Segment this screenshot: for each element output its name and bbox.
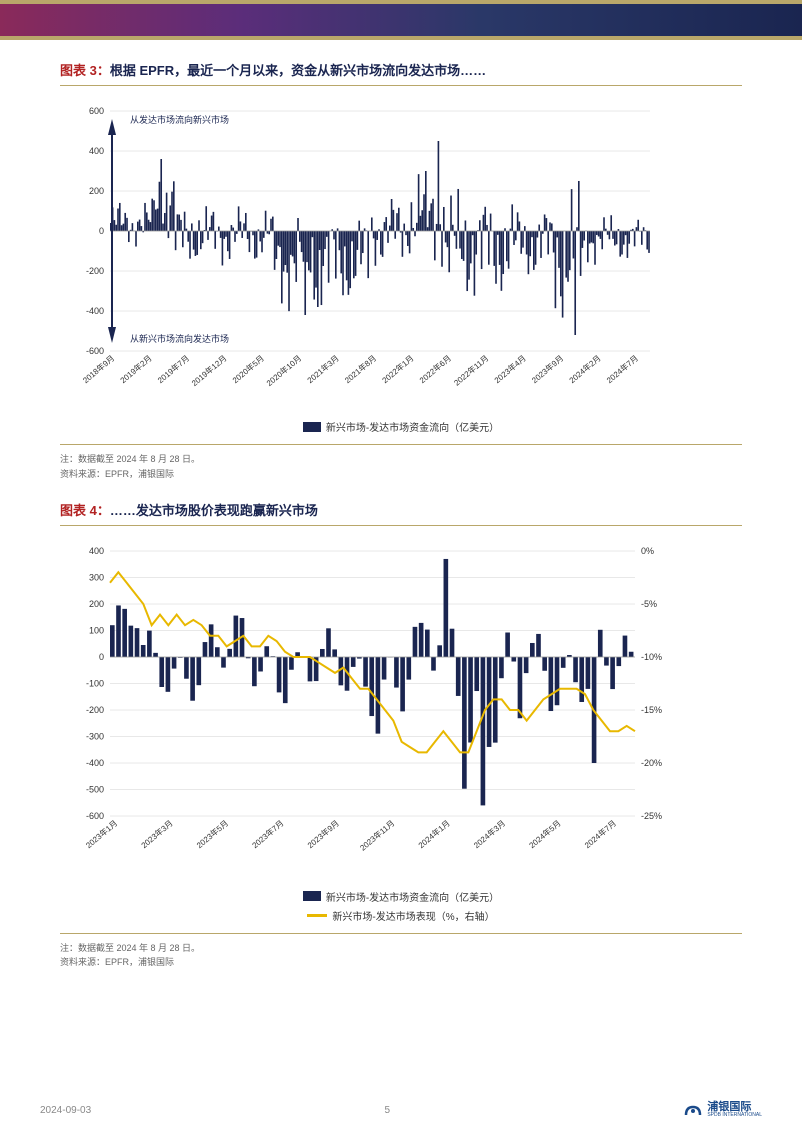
svg-text:从发达市场流向新兴市场: 从发达市场流向新兴市场 bbox=[130, 114, 229, 125]
svg-text:2024年1月: 2024年1月 bbox=[416, 817, 452, 849]
chart4-legend-bar-label: 新兴市场-发达市场资金流向（亿美元） bbox=[326, 889, 499, 904]
svg-text:2022年11月: 2022年11月 bbox=[452, 353, 491, 388]
chart4-legend-bar-box bbox=[303, 891, 321, 901]
svg-text:2019年2月: 2019年2月 bbox=[118, 353, 154, 385]
chart3-legend-item: 新兴市场-发达市场资金流向（亿美元） bbox=[303, 419, 499, 434]
svg-text:从新兴市场流向发达市场: 从新兴市场流向发达市场 bbox=[130, 333, 229, 344]
svg-text:-25%: -25% bbox=[641, 811, 662, 821]
svg-text:2021年8月: 2021年8月 bbox=[342, 353, 378, 385]
svg-text:-5%: -5% bbox=[641, 599, 657, 609]
svg-text:-500: -500 bbox=[86, 784, 104, 794]
chart3-title: 图表 3：根据 EPFR，最近一个月以来，资金从新兴市场流向发达市场…… bbox=[60, 60, 742, 86]
svg-text:0%: 0% bbox=[641, 546, 654, 556]
svg-text:2023年9月: 2023年9月 bbox=[305, 817, 341, 849]
svg-text:0: 0 bbox=[99, 226, 104, 236]
svg-text:-400: -400 bbox=[86, 306, 104, 316]
logo-icon bbox=[683, 1102, 703, 1118]
chart3-hr bbox=[60, 444, 742, 445]
svg-text:-400: -400 bbox=[86, 758, 104, 768]
svg-text:2021年3月: 2021年3月 bbox=[305, 353, 341, 385]
svg-text:400: 400 bbox=[89, 146, 104, 156]
svg-text:600: 600 bbox=[89, 106, 104, 116]
svg-text:2024年7月: 2024年7月 bbox=[582, 817, 618, 849]
top-banner bbox=[0, 0, 802, 40]
chart4-legend-line-label: 新兴市场-发达市场表现（%，右轴） bbox=[332, 908, 494, 923]
chart4-title-text: ……发达市场股价表现跑赢新兴市场 bbox=[110, 503, 318, 518]
footer-page: 5 bbox=[384, 1105, 390, 1116]
page-footer: 2024-09-03 5 浦银国际 SPDB INTERNATIONAL bbox=[0, 1102, 802, 1118]
svg-text:2022年1月: 2022年1月 bbox=[380, 353, 416, 385]
svg-text:2022年6月: 2022年6月 bbox=[417, 353, 453, 385]
svg-text:2024年3月: 2024年3月 bbox=[471, 817, 507, 849]
chart4-svg: -600 -500 -400 -300 -200 -100 0 100 200 300 400 0% -… bbox=[60, 541, 680, 881]
chart4-note: 注：数据截至 2024 年 8 月 28 日。 bbox=[60, 942, 742, 956]
svg-text:-200: -200 bbox=[86, 266, 104, 276]
chart3-title-text: 根据 EPFR，最近一个月以来，资金从新兴市场流向发达市场…… bbox=[110, 63, 486, 78]
svg-text:-100: -100 bbox=[86, 678, 104, 688]
svg-text:200: 200 bbox=[89, 186, 104, 196]
chart3-legend-box bbox=[303, 422, 321, 432]
chart3-title-prefix: 图表 3： bbox=[60, 63, 110, 78]
svg-text:-600: -600 bbox=[86, 346, 104, 356]
svg-text:2023年7月: 2023年7月 bbox=[250, 817, 286, 849]
chart4-title: 图表 4：……发达市场股价表现跑赢新兴市场 bbox=[60, 500, 742, 526]
chart3-svg: -600 -400 -200 0 200 400 600 从发达市场流向新兴市场从新兴市场流向… bbox=[60, 101, 660, 411]
svg-text:-20%: -20% bbox=[641, 758, 662, 768]
chart3-source: 资料来源：EPFR，浦银国际 bbox=[60, 467, 742, 480]
svg-text:2023年11月: 2023年11月 bbox=[358, 817, 397, 852]
chart4-hr bbox=[60, 933, 742, 934]
svg-text:300: 300 bbox=[89, 572, 104, 582]
svg-text:-10%: -10% bbox=[641, 652, 662, 662]
chart4-title-prefix: 图表 4： bbox=[60, 503, 110, 518]
svg-text:2023年3月: 2023年3月 bbox=[139, 817, 175, 849]
logo-sub: SPDB INTERNATIONAL bbox=[707, 1113, 762, 1118]
chart4-container: -600 -500 -400 -300 -200 -100 0 100 200 300 400 0% -… bbox=[60, 541, 742, 923]
chart3-container: -600 -400 -200 0 200 400 600 从发达市场流向新兴市场从新兴市场流向… bbox=[60, 101, 742, 434]
svg-text:0: 0 bbox=[99, 652, 104, 662]
svg-text:2023年9月: 2023年9月 bbox=[530, 353, 566, 385]
footer-date: 2024-09-03 bbox=[40, 1105, 91, 1116]
chart4-legend: 新兴市场-发达市场资金流向（亿美元） 新兴市场-发达市场表现（%，右轴） bbox=[60, 889, 742, 923]
svg-text:-200: -200 bbox=[86, 705, 104, 715]
svg-text:2019年12月: 2019年12月 bbox=[189, 353, 228, 388]
chart4-source: 资料来源：EPFR，浦银国际 bbox=[60, 955, 742, 968]
chart3-legend: 新兴市场-发达市场资金流向（亿美元） bbox=[60, 419, 742, 434]
chart4-legend-bar-item: 新兴市场-发达市场资金流向（亿美元） bbox=[303, 889, 499, 904]
svg-text:-300: -300 bbox=[86, 731, 104, 741]
svg-text:-15%: -15% bbox=[641, 705, 662, 715]
svg-text:2019年7月: 2019年7月 bbox=[155, 353, 191, 385]
svg-text:100: 100 bbox=[89, 625, 104, 635]
svg-text:200: 200 bbox=[89, 599, 104, 609]
svg-text:2018年9月: 2018年9月 bbox=[81, 353, 117, 385]
chart3-legend-label: 新兴市场-发达市场资金流向（亿美元） bbox=[326, 419, 499, 434]
svg-text:2023年5月: 2023年5月 bbox=[194, 817, 230, 849]
footer-logo: 浦银国际 SPDB INTERNATIONAL bbox=[683, 1102, 762, 1118]
chart4-legend-line-box bbox=[307, 914, 327, 917]
chart4-legend-line-item: 新兴市场-发达市场表现（%，右轴） bbox=[307, 908, 494, 923]
svg-text:2020年5月: 2020年5月 bbox=[230, 353, 266, 385]
chart3-note: 注：数据截至 2024 年 8 月 28 日。 bbox=[60, 453, 742, 467]
svg-text:400: 400 bbox=[89, 546, 104, 556]
svg-text:2024年2月: 2024年2月 bbox=[567, 353, 603, 385]
svg-text:2024年5月: 2024年5月 bbox=[527, 817, 563, 849]
svg-text:2020年10月: 2020年10月 bbox=[264, 353, 303, 388]
svg-text:2024年7月: 2024年7月 bbox=[604, 353, 640, 385]
svg-text:2023年4月: 2023年4月 bbox=[492, 353, 528, 385]
svg-text:-600: -600 bbox=[86, 811, 104, 821]
svg-text:2023年1月: 2023年1月 bbox=[84, 817, 120, 849]
